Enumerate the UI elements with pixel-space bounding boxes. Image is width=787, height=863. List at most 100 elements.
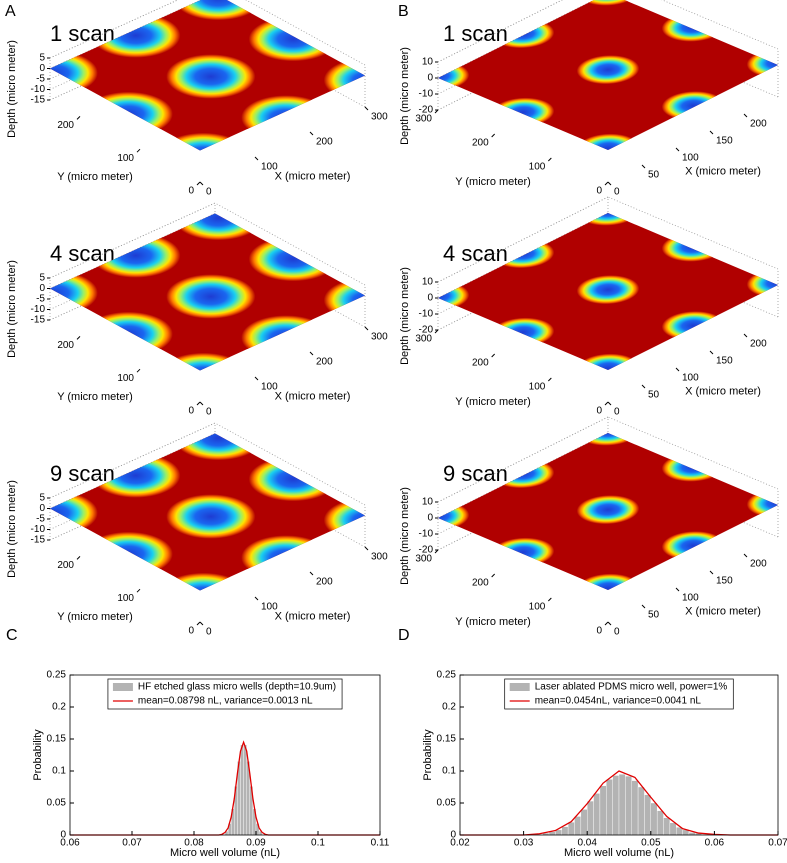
z-tick-label: -10	[419, 529, 434, 540]
y-tick-label: 300	[415, 334, 432, 345]
y-tick-label: 0.25	[437, 670, 457, 681]
y-tick	[76, 116, 81, 120]
y-tick-label: 100	[529, 602, 546, 613]
x-tick	[607, 621, 612, 626]
x-tick-label: 50	[648, 390, 660, 401]
y-tick-label: 100	[529, 382, 546, 393]
x-tick	[743, 333, 748, 338]
y-axis-label: Y (micro meter)	[455, 616, 531, 628]
y-tick-label: 100	[117, 593, 134, 604]
well	[166, 274, 256, 319]
y-tick-label: 0	[188, 186, 194, 197]
well	[158, 132, 248, 151]
x-tick-label: 0.06	[60, 838, 80, 849]
z-tick-label: -5	[36, 74, 45, 85]
x-tick-label: 100	[261, 382, 278, 393]
panel-letter: B	[398, 3, 409, 20]
x-tick-label: 100	[682, 593, 699, 604]
legend-swatch	[112, 683, 133, 691]
y-tick-label: 0	[60, 830, 66, 841]
z-axis-label: Depth (micro meter)	[399, 267, 411, 365]
y-tick-label: 300	[415, 114, 432, 125]
y-axis-label: Y (micro meter)	[455, 396, 531, 408]
x-tick-label: 100	[682, 373, 699, 384]
x-tick-label: 300	[371, 332, 388, 343]
legend: HF etched glass micro wells (depth=10.9u…	[107, 678, 343, 710]
x-tick	[641, 604, 646, 609]
x-tick-label: 0	[614, 627, 620, 638]
y-tick-label: 200	[57, 120, 74, 131]
legend-label: Laser ablated PDMS micro well, power=1%	[535, 682, 728, 693]
x-tick-label: 150	[716, 136, 733, 147]
x-tick	[364, 106, 369, 111]
x-tick-label: 0.02	[450, 838, 470, 849]
x-tick-label: 50	[648, 610, 660, 621]
z-tick-label: -20	[419, 545, 434, 556]
legend-label: mean=0.0454nL, variance=0.0041 nL	[535, 696, 702, 707]
y-axis-label: Y (micro meter)	[455, 176, 531, 188]
y-tick	[491, 573, 496, 578]
z-axis-label: Depth (micro meter)	[6, 40, 18, 138]
y-tick	[136, 588, 141, 593]
wells	[50, 213, 365, 371]
bar	[574, 816, 582, 836]
z-tick-label: -5	[36, 514, 45, 525]
y-tick	[76, 336, 81, 340]
y-tick-label: 0.1	[52, 766, 66, 777]
x-tick-label: 0	[206, 187, 212, 198]
x-tick-label: 0.06	[705, 838, 725, 849]
bar	[625, 775, 632, 836]
x-tick	[254, 156, 259, 161]
x-tick	[675, 367, 680, 372]
y-tick	[196, 401, 201, 406]
x-tick-label: 0.03	[514, 838, 534, 849]
y-tick	[604, 401, 609, 406]
x-axis-label: X (micro meter)	[685, 165, 761, 177]
x-tick	[199, 621, 204, 626]
y-tick-label: 0.2	[442, 702, 456, 713]
y-tick-label: 200	[472, 138, 489, 149]
y-tick	[547, 157, 552, 162]
x-tick-label: 200	[316, 137, 333, 148]
y-tick	[547, 597, 552, 602]
plot-frame	[69, 674, 381, 836]
grid-line	[49, 0, 179, 59]
y-tick	[604, 181, 609, 186]
x-axis-label: X (micro meter)	[685, 605, 761, 617]
bar	[669, 822, 677, 836]
z-axis-label: Depth (micro meter)	[6, 480, 18, 578]
x-tick-label: 200	[750, 559, 767, 570]
x-tick	[743, 113, 748, 118]
z-tick-label: -15	[31, 535, 46, 546]
y-axis-label: Y (micro meter)	[57, 611, 133, 623]
x-axis-label: Micro well volume (nL)	[564, 847, 674, 859]
x-tick-label: 0.05	[641, 838, 661, 849]
y-tick-label: 200	[472, 578, 489, 589]
y-tick-label: 0	[596, 186, 602, 197]
bar	[243, 744, 247, 836]
y-tick	[136, 368, 141, 373]
x-tick	[364, 546, 369, 551]
y-axis-label: Y (micro meter)	[57, 171, 133, 183]
well	[576, 353, 640, 370]
y-axis-label: Probability	[32, 729, 44, 781]
x-tick-label: 0.11	[371, 838, 390, 849]
z-tick-label: -15	[31, 95, 46, 106]
x-tick	[709, 570, 714, 575]
panel-title: 1 scan	[443, 21, 508, 46]
x-tick-label: 0	[614, 407, 620, 418]
x-axis-label: X (micro meter)	[275, 610, 351, 622]
z-axis-label: Depth (micro meter)	[399, 487, 411, 585]
z-axis-label: Depth (micro meter)	[6, 260, 18, 358]
well-grid	[50, 433, 365, 591]
z-tick-label: -20	[419, 325, 434, 336]
bar	[587, 800, 594, 836]
x-tick-label: 100	[261, 602, 278, 613]
box-edge	[661, 0, 779, 50]
x-tick	[675, 147, 680, 152]
z-tick-label: 5	[39, 53, 45, 64]
x-tick	[199, 181, 204, 186]
z-tick-label: 5	[39, 273, 45, 284]
plot-frame	[459, 674, 779, 836]
